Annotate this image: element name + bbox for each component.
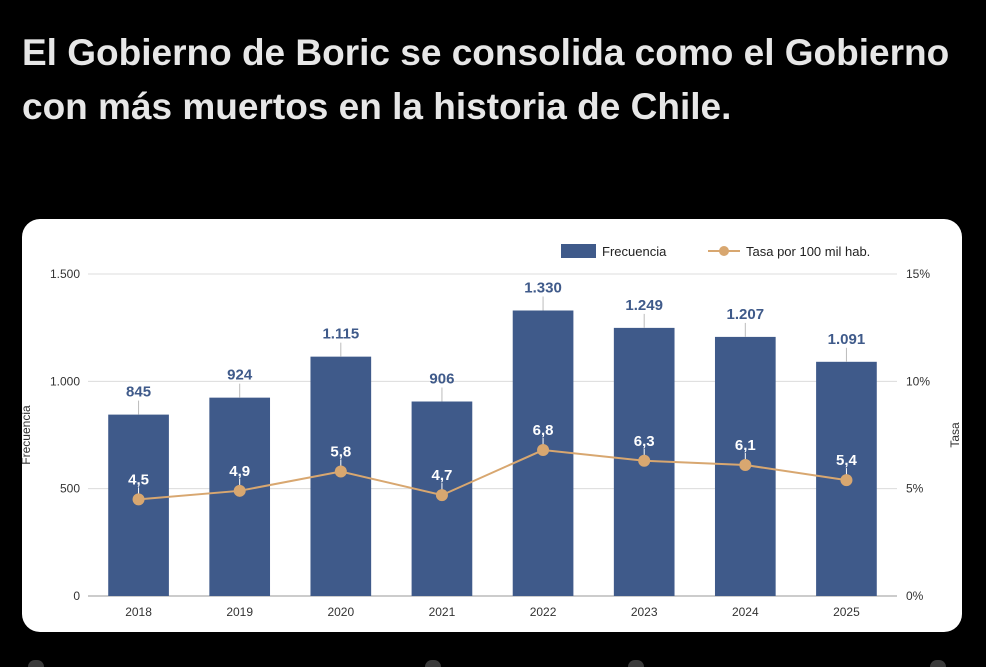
rate-point-2023 xyxy=(638,454,651,467)
rate-value-label: 4,7 xyxy=(432,467,453,484)
y-right-tick-label: 5% xyxy=(906,482,924,496)
rate-value-label: 5,4 xyxy=(836,452,858,469)
y-tick-label: 500 xyxy=(60,482,80,496)
legend-line-marker xyxy=(719,246,729,256)
bar-value-label: 924 xyxy=(227,367,253,384)
bar-2019 xyxy=(209,397,271,596)
bar-value-label: 906 xyxy=(429,371,454,388)
rate-value-label: 4,5 xyxy=(128,471,149,488)
rate-value-label: 6,1 xyxy=(735,437,756,454)
bar-value-label: 845 xyxy=(126,384,151,401)
rate-value-label: 6,8 xyxy=(533,422,554,439)
rate-point-2021 xyxy=(435,489,448,502)
y-tick-label: 0 xyxy=(73,589,80,603)
views-icon[interactable] xyxy=(628,660,644,667)
rate-point-2018 xyxy=(132,493,145,506)
bar-value-label: 1.091 xyxy=(828,331,866,348)
y-right-tick-label: 15% xyxy=(906,267,930,281)
chart-card: 0 500 1.000 1.500 0% 5% 10% 15% Frecuencia Tasa 20… xyxy=(22,219,962,632)
rate-point-2022 xyxy=(537,444,550,457)
bar-value-label: 1.330 xyxy=(524,279,562,296)
x-tick-label: 2025 xyxy=(833,605,860,619)
y-tick-label: 1.000 xyxy=(50,374,80,388)
y-right-axis-title: Tasa xyxy=(948,422,962,448)
rate-line xyxy=(138,449,847,501)
rate-point-2019 xyxy=(233,484,246,497)
like-icon[interactable] xyxy=(425,660,441,667)
legend-bar-swatch xyxy=(561,244,596,258)
rate-point-2020 xyxy=(334,465,347,478)
x-tick-label: 2022 xyxy=(530,605,557,619)
y-axis-title: Frecuencia xyxy=(22,405,33,465)
legend-bar-label: Frecuencia xyxy=(602,244,667,259)
y-right-tick-label: 0% xyxy=(906,589,924,603)
x-tick-label: 2021 xyxy=(429,605,456,619)
share-icon[interactable] xyxy=(930,660,946,667)
rate-value-label: 5,8 xyxy=(330,443,351,460)
combo-chart: 0 500 1.000 1.500 0% 5% 10% 15% Frecuencia Tasa 20… xyxy=(22,244,962,619)
bar-value-label: 1.249 xyxy=(625,297,663,314)
x-tick-label: 2020 xyxy=(327,605,354,619)
post-action-bar xyxy=(0,648,986,667)
y-tick-label: 1.500 xyxy=(50,267,80,281)
rate-point-2024 xyxy=(739,459,752,472)
legend-line-label: Tasa por 100 mil hab. xyxy=(746,244,870,259)
bar-value-label: 1.207 xyxy=(727,306,765,323)
bar-value-label: 1.115 xyxy=(322,326,359,343)
x-tick-label: 2023 xyxy=(631,605,658,619)
rate-value-label: 6,3 xyxy=(634,433,655,450)
x-tick-label: 2018 xyxy=(125,605,152,619)
rate-value-label: 4,9 xyxy=(229,463,250,480)
x-tick-label: 2019 xyxy=(226,605,253,619)
post-headline: El Gobierno de Boric se consolida como e… xyxy=(22,32,950,127)
reply-icon[interactable] xyxy=(28,660,44,667)
rate-point-2025 xyxy=(840,474,853,487)
y-right-tick-label: 10% xyxy=(906,374,930,388)
x-tick-label: 2024 xyxy=(732,605,759,619)
